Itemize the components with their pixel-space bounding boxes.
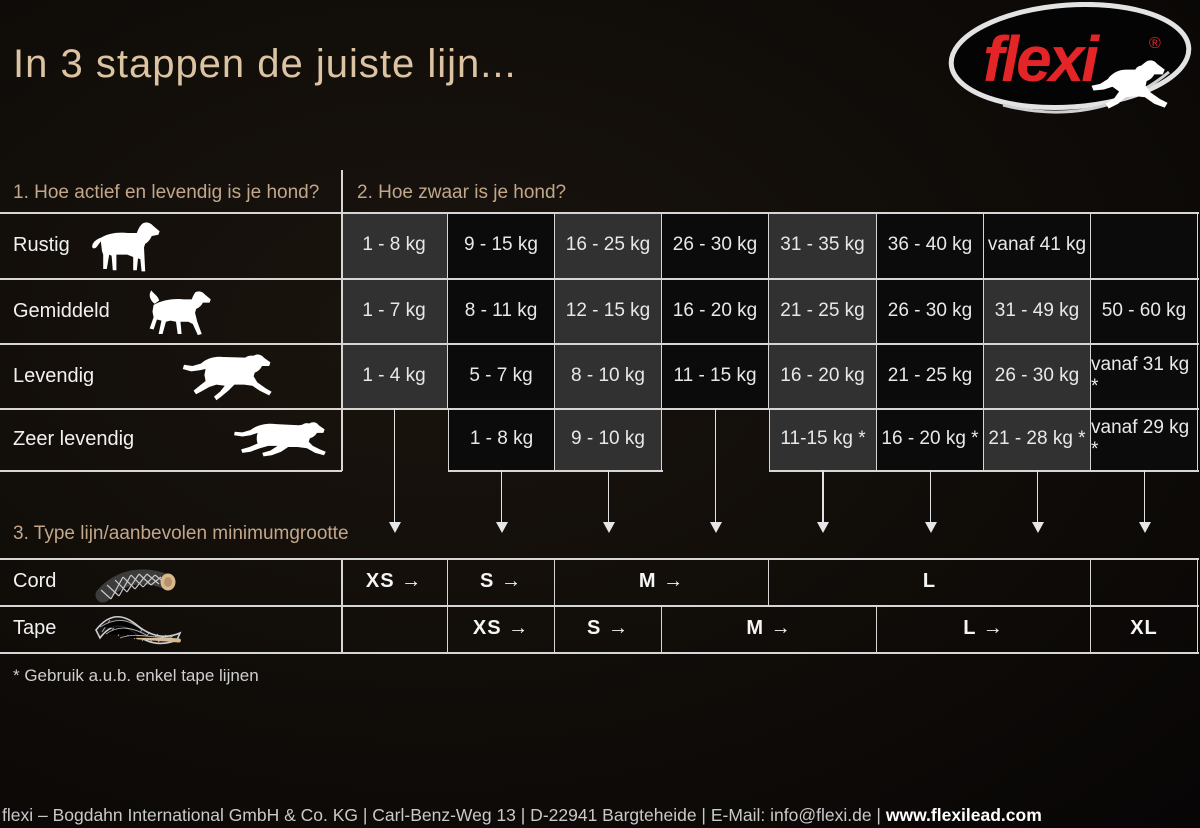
weight-cell: 9 - 15 kg [448,212,555,278]
flow-arrow [607,470,610,523]
flow-arrow [1143,470,1146,523]
weight-cell: 16 - 20 kg * [877,408,984,470]
weight-cell: vanaf 29 kg * [1091,408,1198,470]
weight-cell: 1 - 4 kg [341,343,448,408]
running-dog-icon [182,354,272,401]
row-label-levendig: Levendig [13,365,95,387]
flow-arrow-head [602,522,615,533]
table-line [0,605,1199,607]
table-line [341,212,343,471]
flow-arrow-head [709,522,722,533]
flow-arrow [500,470,503,523]
table-line [0,652,1199,654]
table-line [0,212,1199,214]
size-cell: M → [662,605,877,652]
weight-cell: 16 - 20 kg [769,343,877,408]
weight-cell: 16 - 25 kg [555,212,662,278]
flexi-logo: flexi ® [948,2,1192,114]
table-line [0,408,1199,410]
footer-website: www.flexilead.com [885,805,1042,825]
footnote: * Gebruik a.u.b. enkel tape lijnen [13,666,259,685]
standing-dog-icon [92,222,160,272]
size-cell [341,605,448,652]
weight-cell: 21 - 28 kg * [984,408,1091,470]
flow-arrow-head [1138,522,1151,533]
size-cell: XS → [448,605,555,652]
cord-leash-icon [95,569,176,603]
weight-cell: 1 - 8 kg [448,408,555,470]
footer: flexi – Bogdahn International GmbH & Co.… [2,805,1042,826]
table-line [448,470,663,472]
trotting-dog-icon [149,290,211,336]
weight-cell: 8 - 10 kg [555,343,662,408]
weight-cell: 8 - 11 kg [448,278,555,343]
row-label-cord: Cord [13,570,57,592]
step3-heading: 3. Type lijn/aanbevolen minimumgrootte [13,523,349,544]
table-line [341,558,343,652]
flow-arrow [1036,470,1039,523]
step1-heading: 1. Hoe actief en levendig is je hond? [13,182,320,203]
leaping-dog-icon [1091,60,1168,109]
table-line [0,558,1199,560]
tape-leash-icon [95,615,182,645]
table-line [0,343,1199,345]
weight-cell: 21 - 25 kg [769,278,877,343]
size-cell: L → [877,605,1091,652]
step2-heading: 2. Hoe zwaar is je hond? [357,182,567,203]
weight-cell: 16 - 20 kg [662,278,769,343]
table-line [0,470,342,472]
weight-cell: 26 - 30 kg [877,278,984,343]
logo-swoosh [1002,70,1170,114]
table-line [769,470,1199,472]
weight-cell: 1 - 7 kg [341,278,448,343]
size-cell: M → [555,558,769,605]
weight-cell: 50 - 60 kg [1091,278,1198,343]
logo-wordmark: flexi [983,23,1100,95]
row-label-gemiddeld: Gemiddeld [13,300,110,322]
flow-arrow [714,408,717,523]
weight-cell: 36 - 40 kg [877,212,984,278]
weight-cell: 31 - 49 kg [984,278,1091,343]
size-cell: S → [555,605,662,652]
weight-cell [1091,212,1198,278]
weight-cell: 12 - 15 kg [555,278,662,343]
weight-cell: 26 - 30 kg [984,343,1091,408]
flow-arrow [822,470,824,523]
table-line [341,170,343,212]
weight-cell: 31 - 35 kg [769,212,877,278]
flow-arrow-head [817,522,829,533]
flow-arrow-head [495,522,508,533]
registered-mark: ® [1149,35,1161,52]
table-line [0,278,1199,280]
row-label-zeer-levendig: Zeer levendig [13,428,135,450]
row-label-tape: Tape [13,617,57,639]
flow-arrow [929,470,932,523]
size-cell [1091,558,1198,605]
weight-cell: 11-15 kg * [769,408,877,470]
size-cell: S → [448,558,555,605]
weight-cell: 21 - 25 kg [877,343,984,408]
weight-cell: 9 - 10 kg [555,408,662,470]
size-cell: L [769,558,1091,605]
weight-cell: 5 - 7 kg [448,343,555,408]
weight-cell: vanaf 41 kg [984,212,1091,278]
flow-arrow-head [924,522,937,533]
weight-cell: 1 - 8 kg [341,212,448,278]
weight-cell: 26 - 30 kg [662,212,769,278]
flow-arrow-head [1031,522,1044,533]
size-cell: XS → [341,558,448,605]
size-cell: XL [1091,605,1198,652]
row-label-rustig: Rustig [13,234,70,256]
flow-arrow-head [388,522,401,533]
weight-cell: vanaf 31 kg * [1091,343,1198,408]
page-title: In 3 stappen de juiste lijn... [13,42,517,86]
weight-cell: 11 - 15 kg [662,343,769,408]
sprinting-dog-icon [234,422,326,457]
flow-arrow [393,408,396,523]
footer-company: flexi – Bogdahn International GmbH & Co.… [2,805,886,825]
